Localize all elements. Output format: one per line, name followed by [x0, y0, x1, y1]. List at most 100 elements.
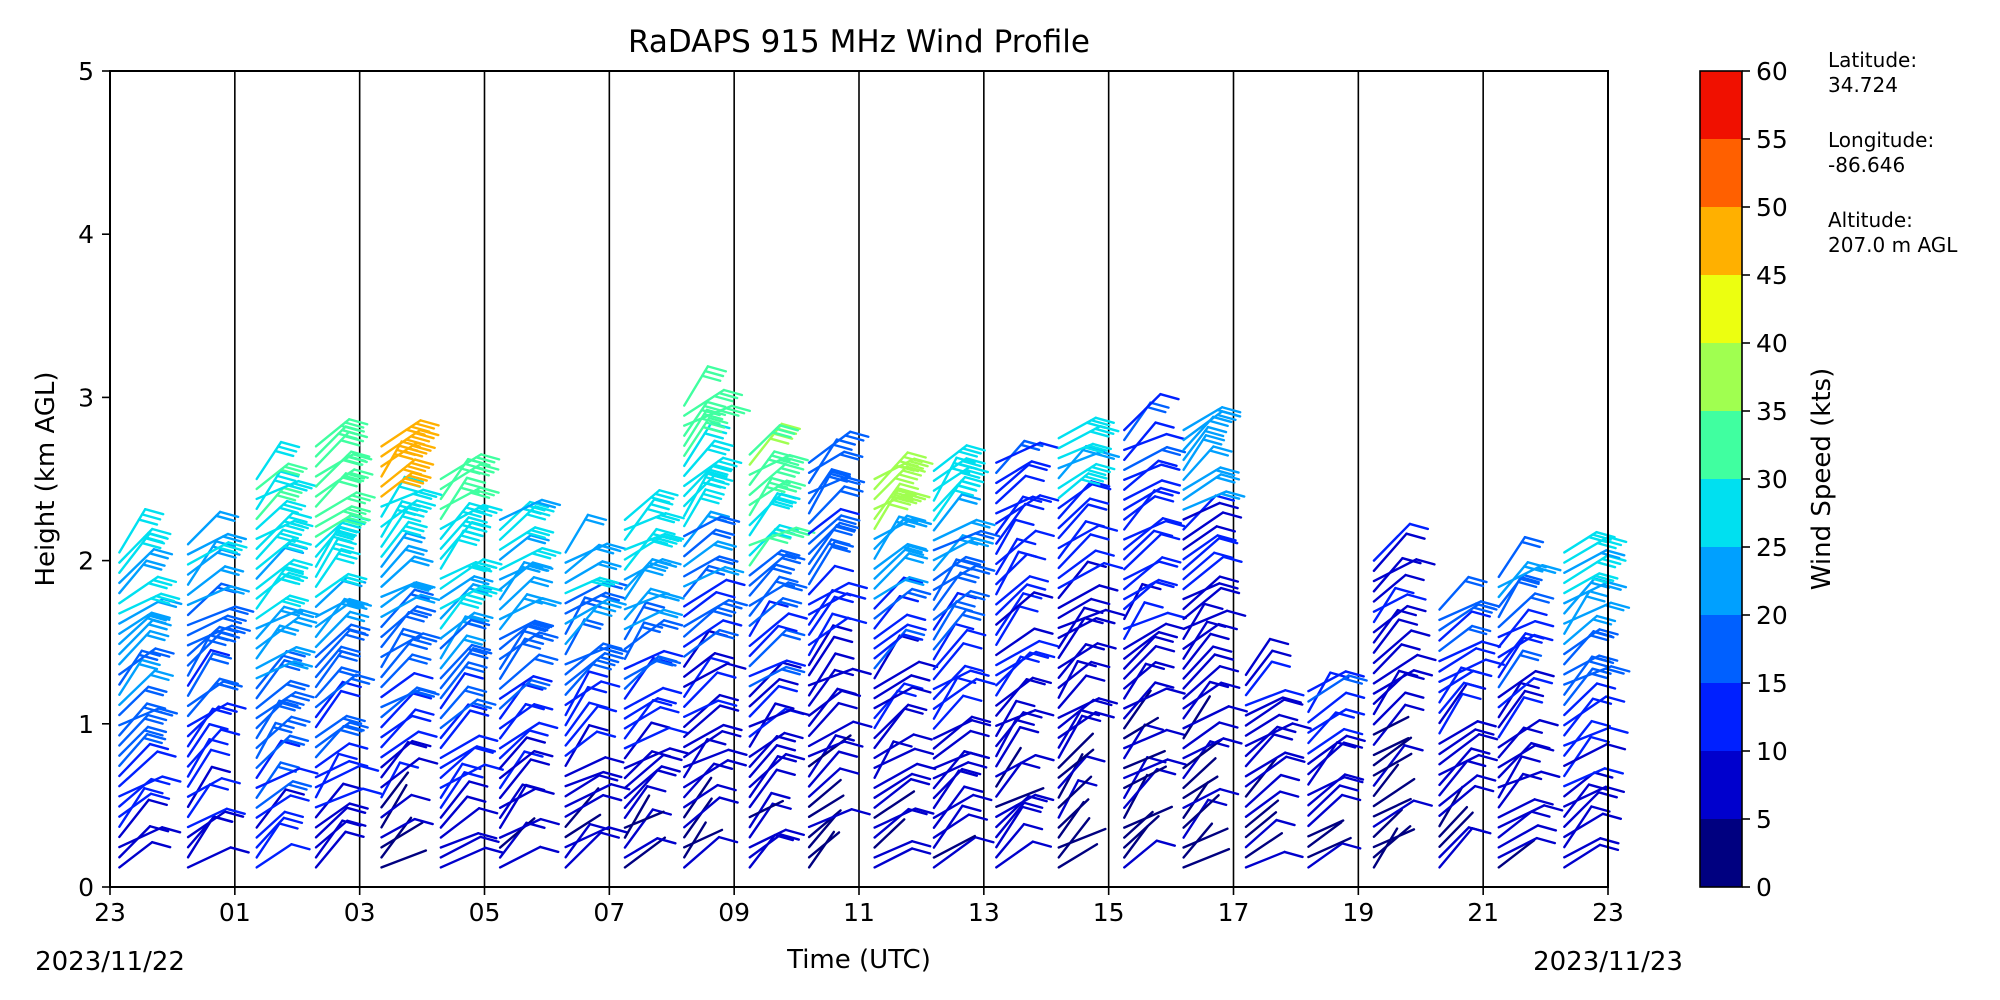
- barb-flag: [474, 466, 495, 474]
- barb-flag: [1033, 627, 1054, 635]
- wind-barb: [1497, 676, 1554, 709]
- barb-staff: [1123, 601, 1146, 640]
- barb-flag: [1095, 616, 1116, 625]
- barb-flag: [961, 613, 982, 621]
- barb-flag: [225, 807, 246, 816]
- x-tick-label: 11: [843, 898, 875, 927]
- barb-flag: [705, 481, 727, 490]
- barb-flag: [337, 669, 358, 678]
- wind-barb: [1123, 611, 1187, 631]
- barb-flag: [960, 479, 981, 488]
- wind-barb: [683, 796, 739, 829]
- wind-barb: [118, 750, 177, 788]
- barb-flag: [227, 541, 248, 549]
- barb-flag: [283, 565, 305, 573]
- wind-barb: [1244, 751, 1305, 778]
- barb-flag: [282, 816, 304, 825]
- barb-staff: [1497, 592, 1537, 629]
- barb-staff: [1123, 689, 1152, 730]
- barb-staff: [255, 734, 292, 770]
- wind-barb: [255, 843, 311, 869]
- barb-flag: [1225, 609, 1247, 617]
- barb-flag: [409, 559, 430, 567]
- barb-flag: [1157, 578, 1178, 587]
- barb-flag: [1404, 573, 1425, 582]
- wind-barb: [1307, 708, 1366, 734]
- barb-flag: [293, 610, 315, 619]
- barb-staff: [314, 787, 365, 809]
- barb-staff: [1563, 791, 1600, 828]
- barb-staff: [748, 628, 788, 668]
- barb-flag: [534, 505, 555, 513]
- barb-staff: [683, 828, 724, 849]
- barb-staff: [118, 707, 161, 727]
- barb-flag: [1087, 503, 1108, 511]
- barb-flag: [154, 647, 175, 655]
- wind-barb: [932, 622, 975, 661]
- wind-barb: [255, 810, 304, 839]
- barb-flag: [147, 582, 168, 590]
- colorbar-tick-label: 35: [1756, 397, 1788, 426]
- barb-staff: [1244, 698, 1286, 727]
- latitude-block: Latitude: 34.724: [1828, 48, 1957, 98]
- barb-flag: [843, 740, 864, 748]
- wind-barb: [683, 515, 741, 538]
- barb-flag: [1025, 583, 1047, 591]
- wind-barb: [1438, 669, 1493, 694]
- barb-flag: [770, 476, 791, 485]
- wind-barb: [932, 761, 988, 780]
- barb-staff: [1057, 674, 1088, 709]
- wind-barb: [564, 770, 623, 788]
- barb-staff: [564, 704, 600, 747]
- barb-staff: [1372, 736, 1413, 767]
- barb-staff: [807, 507, 842, 535]
- wind-barb: [1182, 632, 1230, 670]
- colorbar-tick-label: 40: [1756, 329, 1788, 358]
- barb-flag: [528, 729, 549, 737]
- barb-flag: [1090, 597, 1111, 606]
- barb-staff: [439, 584, 485, 610]
- barb-staff: [1123, 463, 1163, 481]
- barb-flag: [529, 528, 551, 537]
- barb-flag: [153, 669, 174, 677]
- barb-flag: [1161, 517, 1183, 525]
- barb-flag: [888, 503, 909, 511]
- barb-flag: [726, 759, 747, 767]
- wind-barb: [380, 605, 437, 639]
- barb-flag: [1031, 840, 1053, 848]
- x-tick-label: 03: [344, 898, 376, 927]
- barb-staff: [873, 633, 906, 660]
- barb-staff: [186, 728, 223, 768]
- barb-staff: [995, 805, 1024, 849]
- wind-barb: [623, 489, 679, 521]
- wind-barb: [314, 673, 376, 709]
- barb-staff: [1057, 711, 1097, 739]
- barb-flag: [1397, 618, 1419, 626]
- wind-barb: [564, 658, 616, 696]
- wind-barb: [1372, 593, 1427, 613]
- barb-staff: [1057, 748, 1095, 779]
- wind-barb: [683, 662, 747, 688]
- barb-staff: [380, 849, 428, 869]
- wind-barb: [1497, 719, 1559, 749]
- barb-flag: [1470, 747, 1491, 755]
- barb-flag: [769, 502, 791, 510]
- barb-flag: [1164, 622, 1186, 631]
- barb-staff: [807, 450, 846, 474]
- barb-flag: [147, 531, 168, 540]
- barb-staff: [623, 656, 664, 680]
- barb-flag: [778, 575, 799, 584]
- barb-flag: [1520, 540, 1542, 549]
- barb-staff: [255, 660, 296, 680]
- barb-flag: [400, 480, 421, 488]
- barb-flag: [780, 633, 802, 641]
- wind-barb: [118, 742, 170, 778]
- barb-flag: [785, 553, 806, 561]
- barb-staff: [439, 593, 468, 630]
- wind-barb: [1244, 696, 1302, 717]
- barb-flag: [960, 767, 982, 776]
- wind-barb: [439, 593, 486, 630]
- wind-barb: [748, 731, 804, 758]
- barb-flag: [901, 469, 923, 477]
- barb-staff: [932, 457, 968, 482]
